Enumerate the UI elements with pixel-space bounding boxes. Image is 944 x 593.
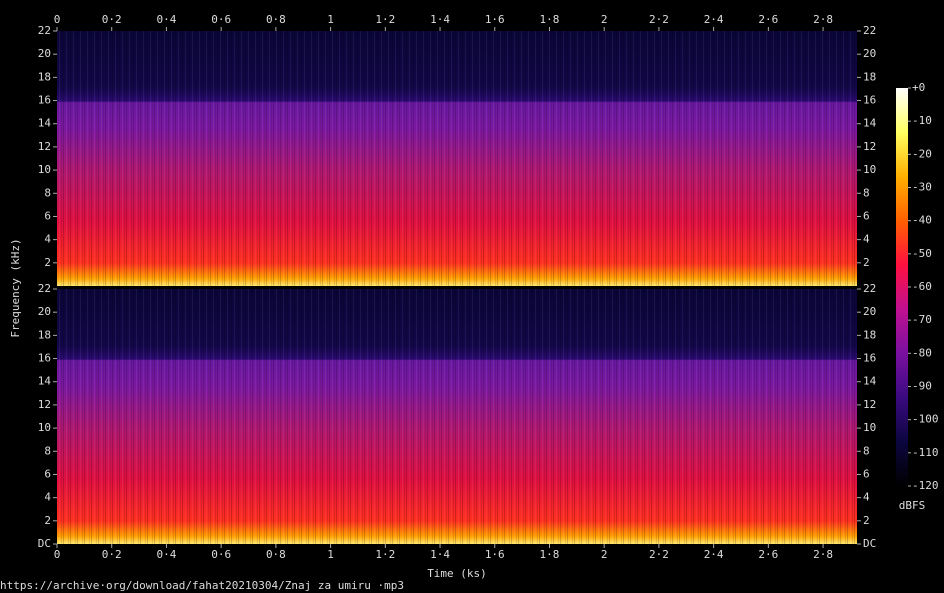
x-tick-label: 1 bbox=[327, 548, 334, 561]
x-tick-label: 0·4 bbox=[157, 548, 177, 561]
y-tick-label: 18 bbox=[38, 328, 51, 341]
y-tick-label: 22 bbox=[863, 282, 876, 295]
y-tick-label: 12 bbox=[38, 398, 51, 411]
y-tick-label: DC bbox=[38, 537, 51, 550]
x-tick-label: 2·6 bbox=[758, 13, 778, 26]
colorbar-tick-label: -80 bbox=[912, 346, 932, 359]
x-tick-label: 0·8 bbox=[266, 548, 286, 561]
colorbar-tick-label: -70 bbox=[912, 313, 932, 326]
x-tick-label: 0·8 bbox=[266, 13, 286, 26]
y-tick-label: 2 bbox=[863, 256, 870, 269]
y-tick-label: 14 bbox=[863, 117, 877, 130]
colorbar-tick-label: -10 bbox=[912, 114, 932, 127]
x-tick-label: 0·6 bbox=[211, 13, 231, 26]
y-tick-label: 8 bbox=[863, 186, 870, 199]
x-tick-label: 1·4 bbox=[430, 548, 450, 561]
y-tick-label: 6 bbox=[863, 209, 870, 222]
x-tick-label: 0·6 bbox=[211, 548, 231, 561]
y-tick-label: 22 bbox=[38, 24, 51, 37]
y-tick-label: 12 bbox=[863, 398, 876, 411]
y-tick-label: DC bbox=[863, 537, 876, 550]
y-tick-label: 18 bbox=[863, 328, 876, 341]
colorbar-tick-label: +0 bbox=[912, 81, 925, 94]
colorbar-tick-label: -60 bbox=[912, 280, 932, 293]
x-tick-label: 2·8 bbox=[813, 548, 833, 561]
y-tick-label: 10 bbox=[38, 421, 51, 434]
y-axis-label: Frequency (kHz) bbox=[9, 238, 22, 337]
x-tick-label: 0·2 bbox=[102, 13, 122, 26]
x-tick-label: 2 bbox=[601, 548, 608, 561]
x-tick-label: 1·2 bbox=[375, 13, 395, 26]
x-tick-label: 2·2 bbox=[649, 13, 669, 26]
y-tick-label: 16 bbox=[863, 94, 876, 107]
x-tick-label: 2·8 bbox=[813, 13, 833, 26]
colorbar-tick-label: -20 bbox=[912, 147, 932, 160]
y-tick-label: 6 bbox=[863, 467, 870, 480]
y-tick-label: 10 bbox=[38, 163, 51, 176]
x-tick-label: 2·6 bbox=[758, 548, 778, 561]
x-tick-label: 1·4 bbox=[430, 13, 450, 26]
y-tick-label: 10 bbox=[863, 421, 876, 434]
y-tick-label: 16 bbox=[38, 352, 51, 365]
y-tick-label: 2 bbox=[44, 514, 51, 527]
spectrogram-texture bbox=[57, 31, 857, 286]
y-tick-label: 22 bbox=[38, 282, 51, 295]
x-tick-label: 1·6 bbox=[485, 13, 505, 26]
y-tick-label: 20 bbox=[863, 47, 876, 60]
x-tick-label: 1·8 bbox=[540, 13, 560, 26]
x-tick-label: 1·2 bbox=[375, 548, 395, 561]
colorbar-tick-label: -120 bbox=[912, 479, 939, 492]
y-tick-label: 8 bbox=[44, 186, 51, 199]
x-tick-label: 2·4 bbox=[704, 13, 724, 26]
x-tick-label: 2 bbox=[601, 13, 608, 26]
colorbar bbox=[896, 88, 908, 486]
y-tick-label: 10 bbox=[863, 163, 876, 176]
y-tick-label: 20 bbox=[38, 47, 51, 60]
caption: https://archive·org/download/fahat202103… bbox=[0, 579, 404, 592]
y-tick-label: 4 bbox=[863, 491, 870, 504]
x-tick-label: 2·4 bbox=[704, 548, 724, 561]
colorbar-label: dBFS bbox=[899, 499, 926, 512]
y-tick-label: 22 bbox=[863, 24, 876, 37]
x-axis-label: Time (ks) bbox=[427, 567, 487, 580]
x-tick-label: 1 bbox=[327, 13, 334, 26]
x-tick-label: 0 bbox=[54, 13, 61, 26]
colorbar-tick-label: -30 bbox=[912, 181, 932, 194]
y-tick-label: 8 bbox=[863, 444, 870, 457]
x-tick-label: 0 bbox=[54, 548, 61, 561]
y-tick-label: 2 bbox=[863, 514, 870, 527]
x-tick-label: 1·8 bbox=[540, 548, 560, 561]
y-tick-label: 6 bbox=[44, 467, 51, 480]
y-tick-label: 14 bbox=[38, 117, 52, 130]
y-tick-label: 6 bbox=[44, 209, 51, 222]
x-tick-label: 0·4 bbox=[157, 13, 177, 26]
y-tick-label: 18 bbox=[863, 70, 876, 83]
y-tick-label: 2 bbox=[44, 256, 51, 269]
colorbar-tick-label: -50 bbox=[912, 247, 932, 260]
y-tick-label: 8 bbox=[44, 444, 51, 457]
colorbar-tick-label: -100 bbox=[912, 413, 939, 426]
y-tick-label: 4 bbox=[44, 233, 51, 246]
y-tick-label: 14 bbox=[38, 375, 52, 388]
x-tick-label: 1·6 bbox=[485, 548, 505, 561]
spectrogram-texture bbox=[57, 289, 857, 544]
y-tick-label: 12 bbox=[38, 140, 51, 153]
x-tick-label: 2·2 bbox=[649, 548, 669, 561]
colorbar-tick-label: -90 bbox=[912, 380, 932, 393]
y-tick-label: 20 bbox=[863, 305, 876, 318]
y-tick-label: 20 bbox=[38, 305, 51, 318]
y-tick-label: 14 bbox=[863, 375, 877, 388]
y-tick-label: 18 bbox=[38, 70, 51, 83]
colorbar-tick-label: -40 bbox=[912, 214, 932, 227]
x-tick-label: 0·2 bbox=[102, 548, 122, 561]
colorbar-tick-label: -110 bbox=[912, 446, 939, 459]
y-tick-label: 4 bbox=[44, 491, 51, 504]
y-tick-label: 4 bbox=[863, 233, 870, 246]
y-tick-label: 12 bbox=[863, 140, 876, 153]
y-tick-label: 16 bbox=[863, 352, 876, 365]
y-tick-label: 16 bbox=[38, 94, 51, 107]
